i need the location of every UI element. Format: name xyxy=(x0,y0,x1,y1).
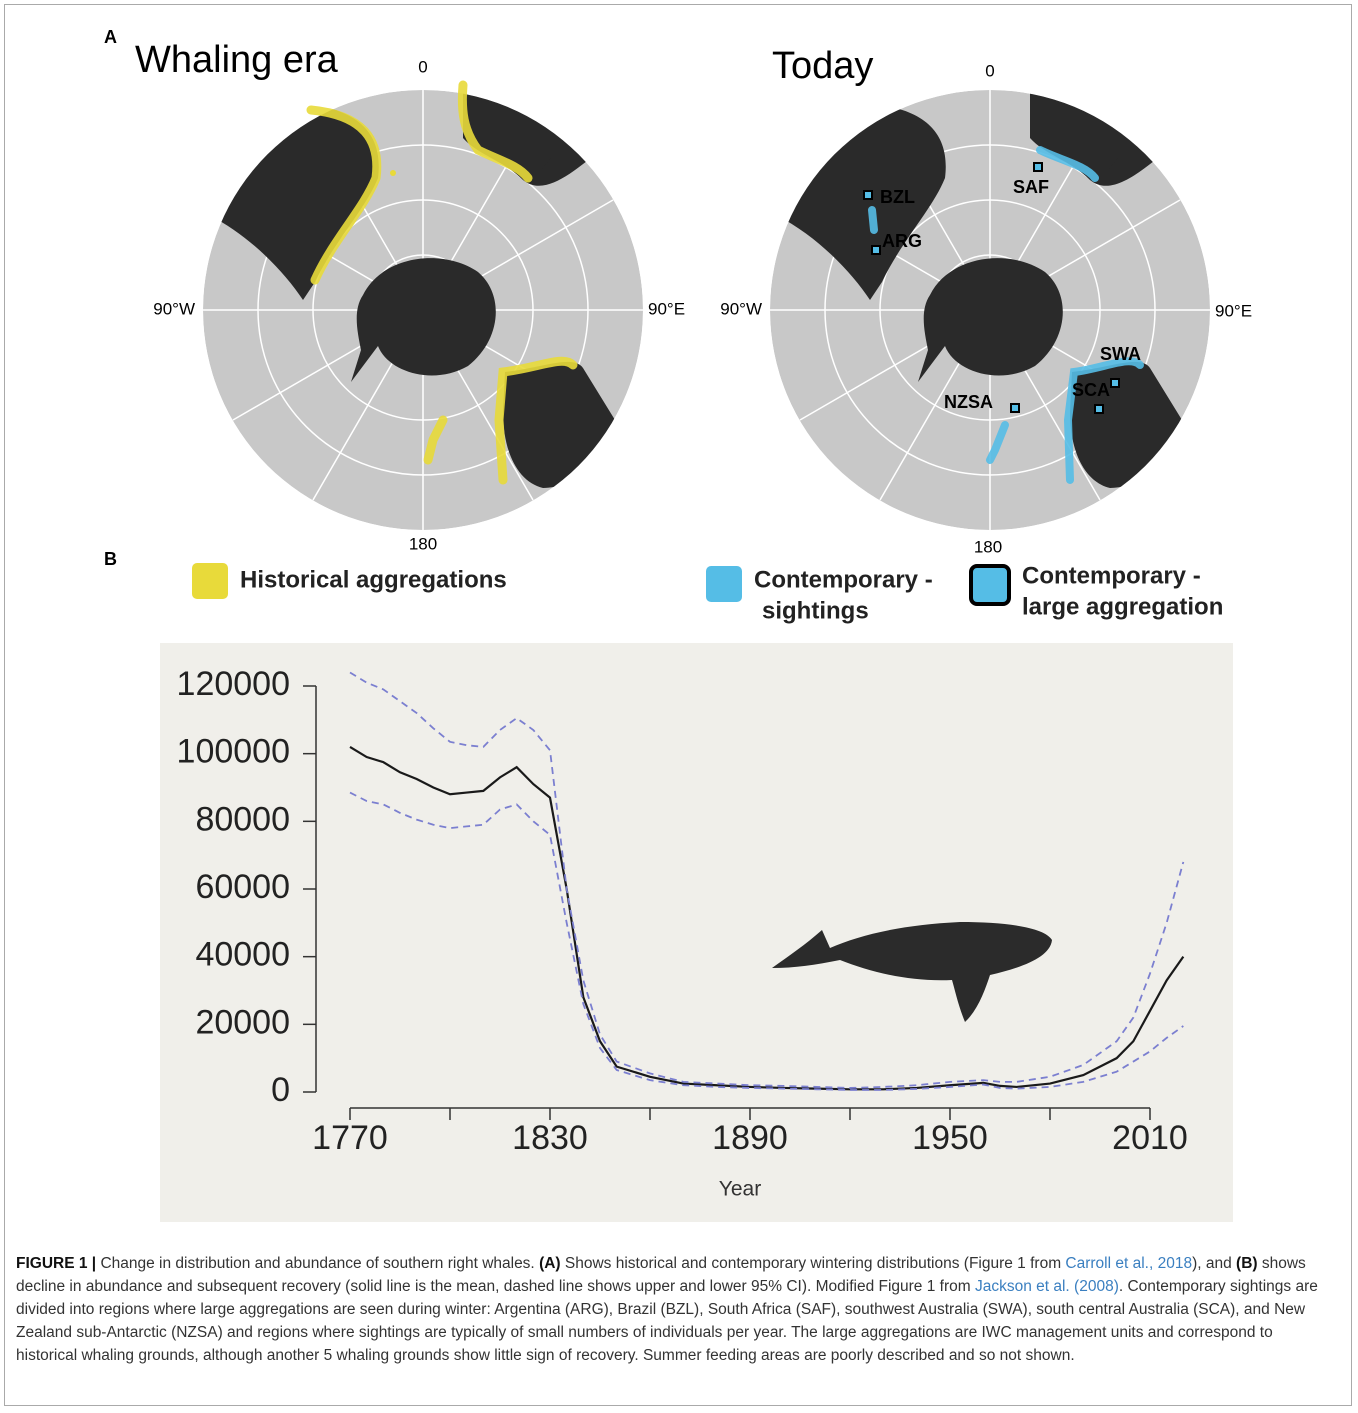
map-title: Whaling era xyxy=(135,39,339,81)
site-label: SAF xyxy=(1013,177,1049,197)
direction: 90°E xyxy=(648,299,685,318)
legend-label: large aggregation xyxy=(1022,593,1223,620)
y-tick-label: 80000 xyxy=(195,800,290,838)
legend-swatch xyxy=(706,566,742,602)
direction: 0 xyxy=(418,57,427,76)
x-tick-label: 1770 xyxy=(312,1119,388,1157)
caption-text: Change in distribution and abundance of … xyxy=(96,1255,540,1272)
citation-link[interactable]: Jackson et al. (2008) xyxy=(974,1278,1119,1295)
caption-label: FIGURE 1 | xyxy=(16,1255,97,1272)
y-tick-label: 60000 xyxy=(195,868,290,906)
legend-label: Contemporary - xyxy=(1022,562,1201,589)
panel-label: A xyxy=(104,27,117,47)
map-title: Today xyxy=(772,45,873,87)
chart-background xyxy=(160,643,1233,1222)
site-label: SCA xyxy=(1072,380,1110,400)
y-tick-label: 20000 xyxy=(195,1003,290,1041)
legend-label: Contemporary - xyxy=(754,566,933,593)
y-tick-label: 40000 xyxy=(195,936,290,974)
line-chart: Year 0 20000 40000 60000 80000 100000 120000 17… xyxy=(160,643,1233,1222)
legend-label: Historical aggregations xyxy=(240,566,507,593)
caption-text: Shows historical and contemporary winter… xyxy=(560,1255,1066,1272)
map-whaling xyxy=(198,80,653,530)
series-line xyxy=(349,671,1185,1089)
series-line xyxy=(349,791,1184,1091)
citation-link[interactable]: Carroll et al., 2018 xyxy=(1065,1255,1193,1272)
frame xyxy=(4,4,1352,1406)
map-today xyxy=(765,80,1220,530)
site-label: NZSA xyxy=(944,392,993,412)
sites: BZL ARG SAF SWA SCA NZSA xyxy=(863,162,1141,414)
caption-text: shows decline in abundance and subsequen… xyxy=(16,1255,1306,1295)
legend-swatch xyxy=(192,563,228,599)
figure: A B Whaling era 0 90°W 90°E 180 Today 0 … xyxy=(104,27,1252,1222)
caption-text: . Contemporary sightings are divided int… xyxy=(16,1278,1318,1364)
series-line xyxy=(349,745,1185,1091)
site-label: BZL xyxy=(880,187,915,207)
direction: 180 xyxy=(974,537,1002,556)
x-tick-label: 1830 xyxy=(512,1119,588,1157)
y-tick-label: 100000 xyxy=(177,733,290,771)
legend-swatch xyxy=(969,564,1011,606)
y-tick-label: 0 xyxy=(271,1071,290,1109)
x-tick-label: 1890 xyxy=(712,1119,788,1157)
x-axis-title: Year xyxy=(719,1178,761,1201)
caption-text: (A) xyxy=(539,1255,561,1272)
direction: 180 xyxy=(409,534,437,553)
caption-text: (B) xyxy=(1236,1255,1258,1272)
x-tick-label: 2010 xyxy=(1112,1119,1188,1157)
legend: Historical aggregations Contemporary - s… xyxy=(192,562,1223,624)
caption: FIGURE 1 | Change in distribution and ab… xyxy=(16,1252,1338,1367)
legend-label: sightings xyxy=(762,597,869,624)
panel-label: B xyxy=(104,549,117,569)
x-tick-label: 1950 xyxy=(912,1119,988,1157)
caption-text: ), and xyxy=(1192,1255,1237,1272)
direction: 90°W xyxy=(720,299,762,318)
map-labels: Whaling era 0 90°W 90°E 180 Today 0 90°W… xyxy=(135,39,1252,556)
direction: 90°E xyxy=(1215,301,1252,320)
site-label: ARG xyxy=(882,231,922,251)
direction: 0 xyxy=(985,61,994,80)
site-label: SWA xyxy=(1100,344,1141,364)
direction: 90°W xyxy=(153,299,195,318)
whale-illustration xyxy=(772,922,1052,1022)
y-tick-label: 120000 xyxy=(177,665,290,703)
